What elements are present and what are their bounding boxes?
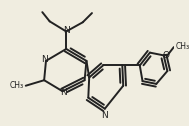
Text: N: N (41, 55, 47, 65)
Text: N: N (101, 111, 108, 120)
Text: CH₃: CH₃ (176, 42, 189, 51)
Text: N: N (63, 26, 70, 35)
Text: CH₃: CH₃ (10, 81, 24, 90)
Text: N: N (60, 88, 67, 97)
Text: O: O (163, 51, 170, 60)
